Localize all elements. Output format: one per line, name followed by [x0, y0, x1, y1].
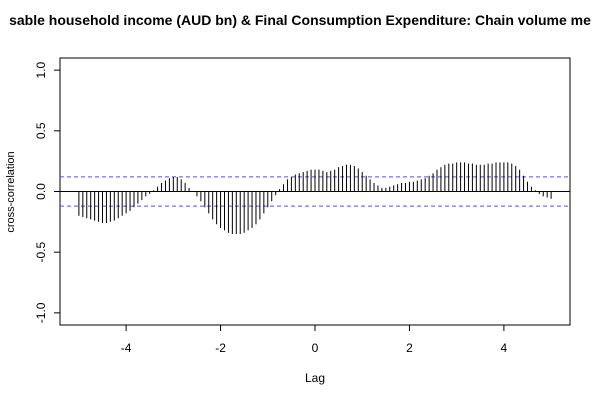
x-tick-label: -4 — [121, 341, 132, 355]
y-tick-label: -0.5 — [34, 242, 48, 263]
y-axis-label: cross-correlation — [5, 151, 17, 232]
y-tick-label: 0.0 — [34, 183, 48, 200]
x-axis-label: Lag — [305, 371, 325, 385]
chart-title: sable household income (AUD bn) & Final … — [9, 12, 591, 28]
x-tick-label: 0 — [312, 341, 319, 355]
x-tick-label: -2 — [215, 341, 226, 355]
y-tick-label: 0.5 — [34, 122, 48, 139]
x-tick-label: 4 — [501, 341, 508, 355]
y-tick-label: -1.0 — [34, 302, 48, 323]
y-tick-label: 1.0 — [34, 61, 48, 78]
x-tick-label: 2 — [406, 341, 413, 355]
